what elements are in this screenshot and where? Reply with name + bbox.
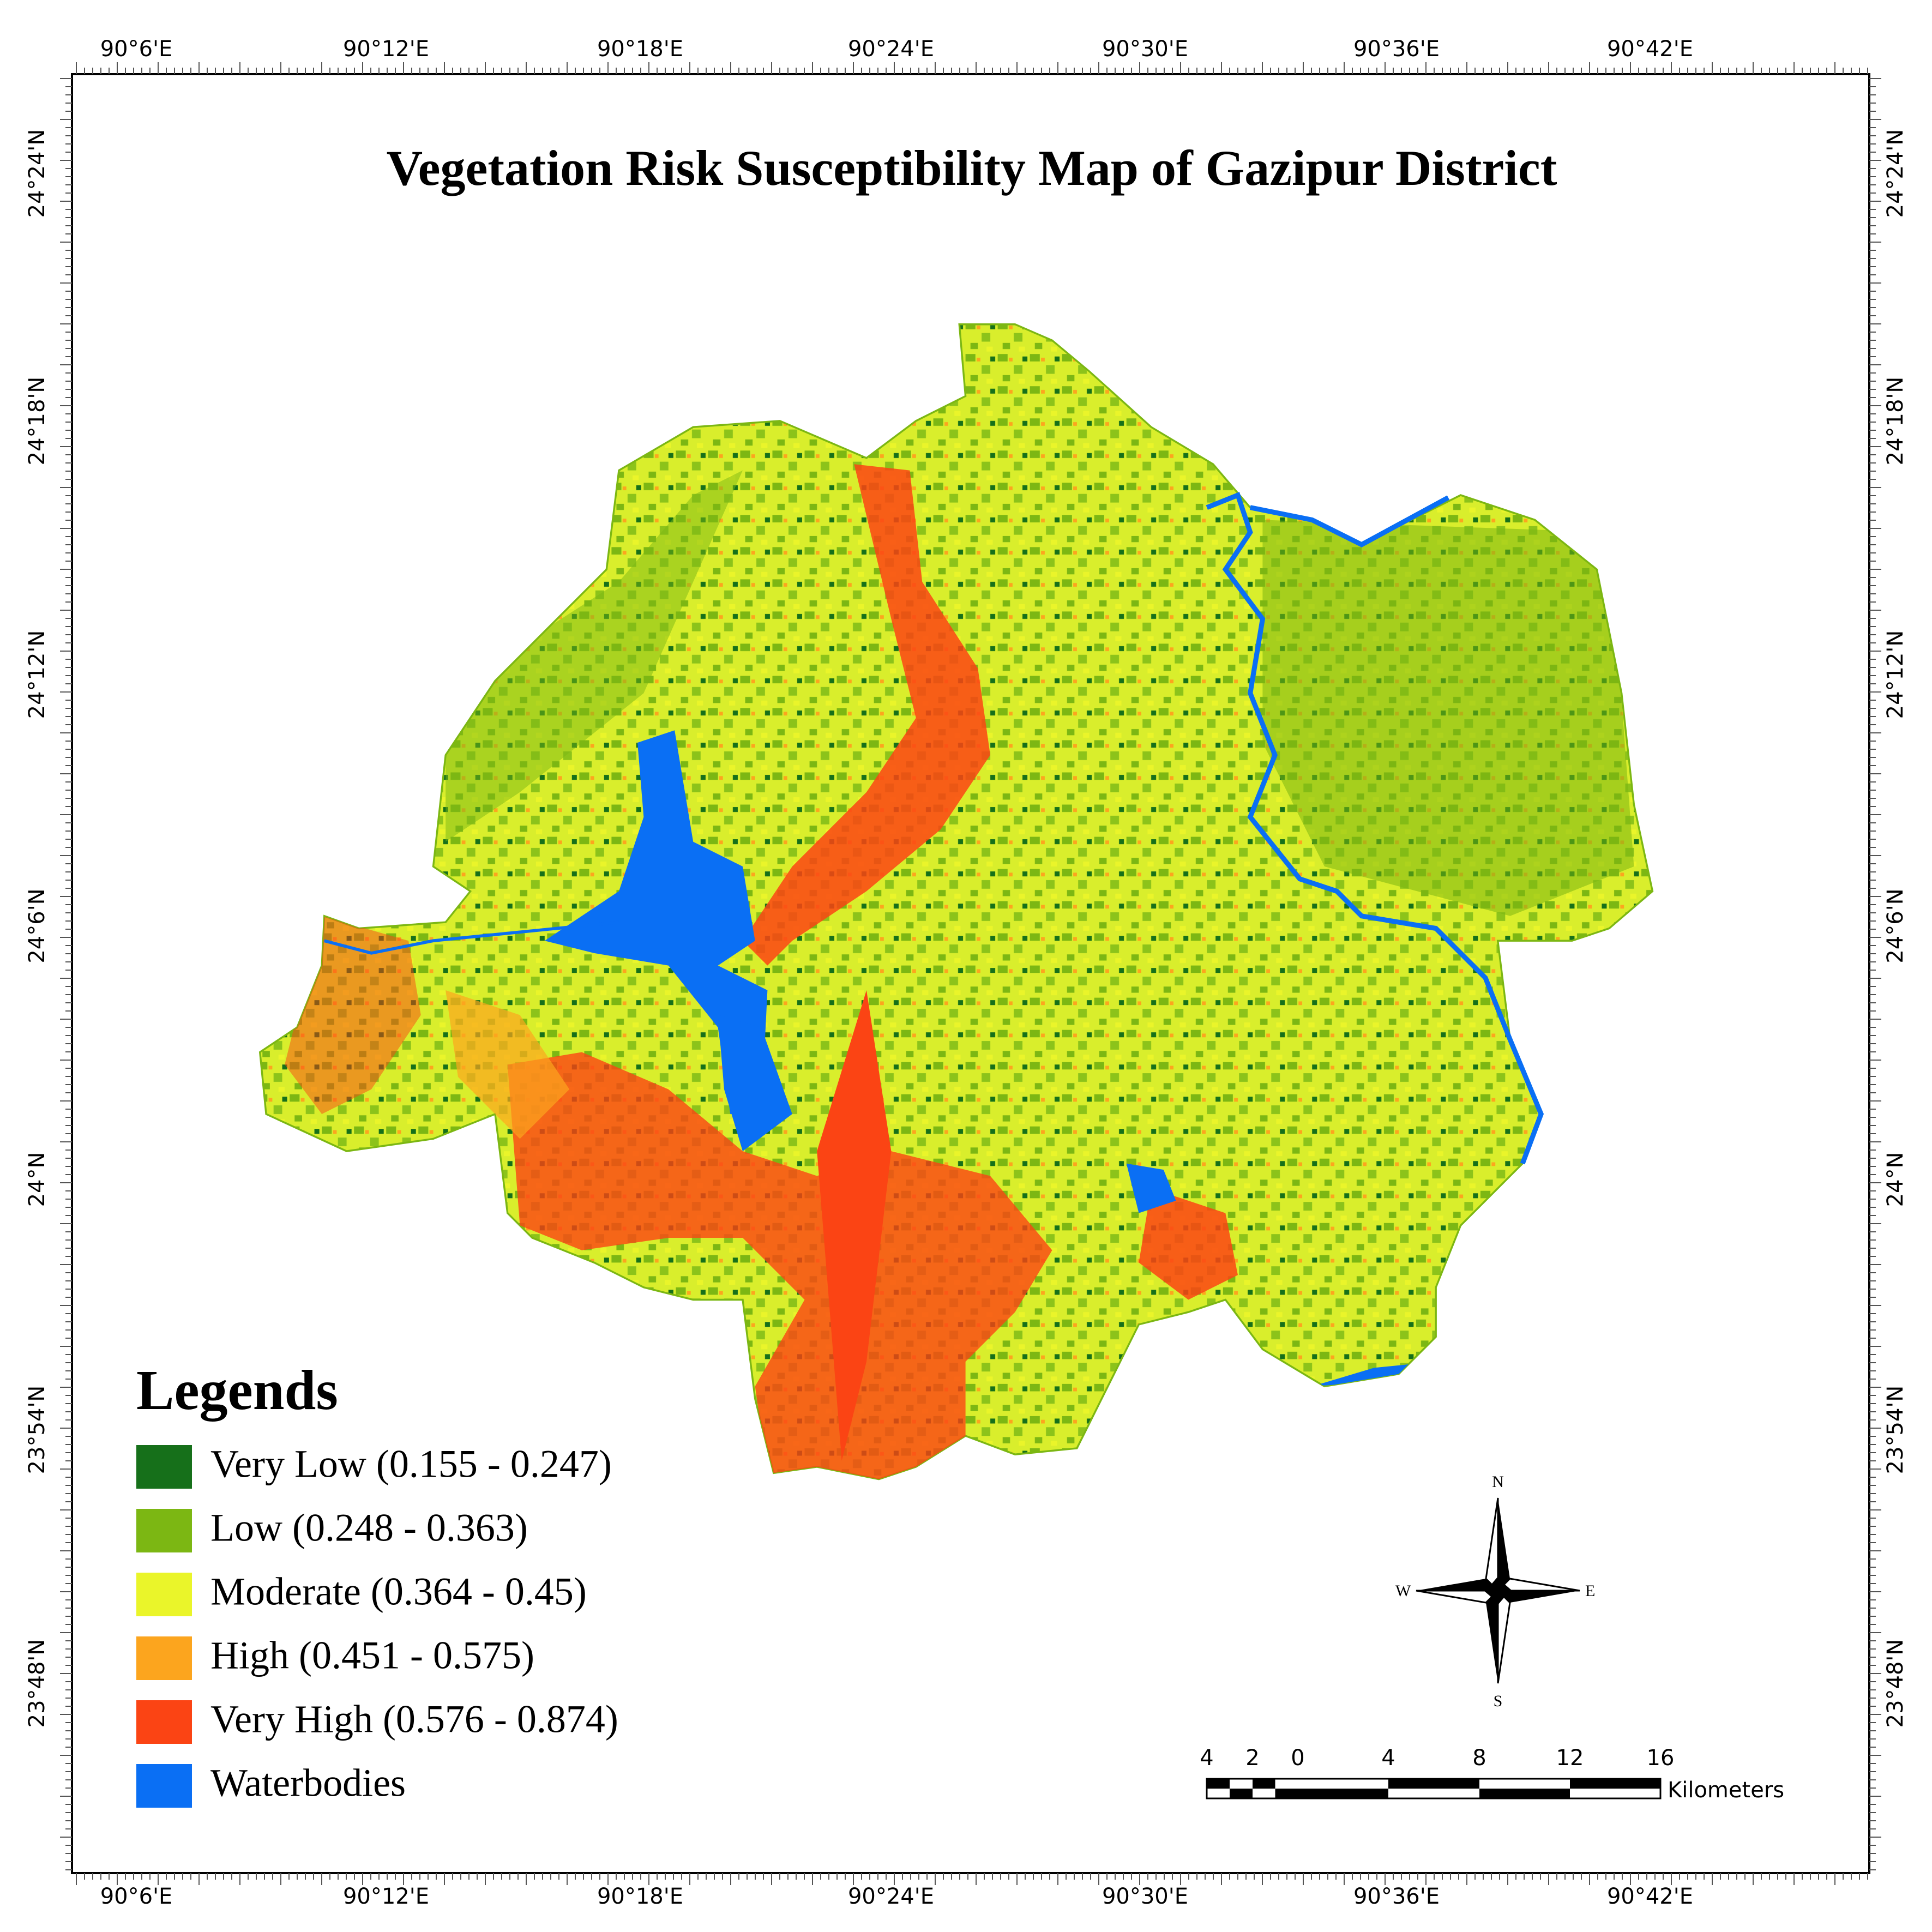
high-zone — [446, 990, 570, 1139]
longitude-label: 90°30'E — [1102, 1884, 1188, 1909]
scale-segment — [1388, 1779, 1479, 1789]
latitude-label: 23°54'N — [1883, 1386, 1908, 1474]
latitude-label: 24°N — [25, 1152, 50, 1207]
compass-west: W — [1395, 1582, 1411, 1600]
waterbody — [1312, 1362, 1436, 1387]
scale-bar: 4 2 0 4 8 12 16 — [1200, 1746, 1675, 1799]
longitude-label: 90°18'E — [597, 1884, 683, 1909]
scale-border — [1206, 1778, 1662, 1799]
river — [324, 920, 619, 955]
legend-swatch — [136, 1509, 192, 1552]
scale-segment — [1479, 1779, 1570, 1789]
district-map — [258, 323, 1654, 1480]
legend-swatch — [136, 1636, 192, 1680]
longitude-label: 90°6'E — [100, 37, 173, 62]
scale-segment — [1298, 1779, 1388, 1789]
very-high-zone — [1139, 1188, 1238, 1300]
scale-segment — [1230, 1789, 1253, 1798]
longitude-label: 90°12'E — [343, 1884, 429, 1909]
longitude-label: 90°24'E — [848, 1884, 934, 1909]
compass-east: E — [1585, 1582, 1595, 1600]
latitude-label: 24°N — [1883, 1152, 1908, 1207]
latitude-label: 24°6'N — [25, 888, 50, 963]
scale-segment — [1570, 1779, 1660, 1789]
compass-north: N — [1492, 1473, 1504, 1491]
legend-swatch — [136, 1764, 192, 1808]
very-high-zone — [817, 990, 892, 1461]
legend-swatch — [136, 1445, 192, 1489]
map-title: Vegetation Risk Susceptibility Map of Ga… — [387, 140, 1557, 196]
river — [1206, 491, 1544, 1165]
scale-segment — [1230, 1779, 1253, 1789]
graticule-labels: 90°6'E 90°6'E 90°12'E 90°12'E 90°18'E 90°18'E… — [25, 37, 1908, 1909]
scale-segment — [1388, 1789, 1479, 1798]
scale-label: 0 — [1291, 1746, 1304, 1771]
legend-label: Moderate (0.364 - 0.45) — [210, 1570, 587, 1614]
legend: Very Low (0.155 - 0.247) Low (0.248 - 0.3… — [136, 1442, 618, 1808]
scale-label: 8 — [1472, 1746, 1486, 1771]
low-zone — [1262, 520, 1634, 916]
scale-segment — [1275, 1779, 1298, 1789]
very-high-zone — [743, 464, 990, 966]
scale-segment — [1298, 1789, 1388, 1798]
legend-title: Legends — [136, 1359, 338, 1422]
legend-label: Low (0.248 - 0.363) — [210, 1506, 528, 1550]
longitude-label: 90°12'E — [343, 37, 429, 62]
scale-label: 16 — [1647, 1746, 1675, 1771]
latitude-label: 24°6'N — [1883, 888, 1908, 963]
latitude-label: 23°48'N — [25, 1639, 50, 1728]
latitude-label: 24°18'N — [1883, 377, 1908, 466]
waterbody — [718, 1015, 792, 1152]
latitude-label: 24°18'N — [25, 377, 50, 466]
scale-segment — [1207, 1779, 1230, 1789]
legend-swatch — [136, 1573, 192, 1616]
legend-label: High (0.451 - 0.575) — [210, 1634, 534, 1677]
scale-segment — [1479, 1789, 1570, 1798]
scale-segment — [1253, 1789, 1275, 1798]
scale-segment — [1207, 1789, 1230, 1798]
scale-segment — [1570, 1789, 1660, 1798]
longitude-label: 90°36'E — [1353, 37, 1440, 62]
north-arrow: N S E W — [1395, 1473, 1595, 1710]
latitude-label: 23°54'N — [25, 1386, 50, 1474]
scale-segment — [1275, 1789, 1298, 1798]
longitude-label: 90°30'E — [1102, 37, 1188, 62]
low-zone — [446, 470, 743, 842]
longitude-label: 90°42'E — [1607, 1884, 1693, 1909]
latitude-label: 24°12'N — [1883, 630, 1908, 719]
compass-south: S — [1494, 1692, 1503, 1710]
legend-swatch — [136, 1700, 192, 1744]
latitude-label: 24°24'N — [1883, 129, 1908, 218]
scale-label: 2 — [1245, 1746, 1259, 1771]
scale-unit: Kilometers — [1668, 1778, 1784, 1803]
waterbody — [544, 730, 768, 1114]
longitude-label: 90°6'E — [100, 1884, 173, 1909]
legend-label: Very High (0.576 - 0.874) — [210, 1698, 618, 1741]
waterbody — [1126, 1163, 1176, 1213]
legend-label: Waterbodies — [210, 1761, 406, 1805]
scale-label: 12 — [1556, 1746, 1584, 1771]
legend-label: Very Low (0.155 - 0.247) — [210, 1442, 612, 1486]
latitude-label: 24°24'N — [25, 129, 50, 218]
longitude-label: 90°18'E — [597, 37, 683, 62]
latitude-label: 24°12'N — [25, 630, 50, 719]
longitude-label: 90°42'E — [1607, 37, 1693, 62]
graticule-ticks — [60, 62, 1881, 1885]
scale-segment — [1253, 1779, 1275, 1789]
scale-label: 4 — [1381, 1746, 1395, 1771]
river — [1249, 495, 1450, 547]
very-high-zone — [507, 1052, 1052, 1479]
latitude-label: 23°48'N — [1883, 1639, 1908, 1728]
scale-label: 4 — [1200, 1746, 1213, 1771]
longitude-label: 90°36'E — [1353, 1884, 1440, 1909]
longitude-label: 90°24'E — [848, 37, 934, 62]
